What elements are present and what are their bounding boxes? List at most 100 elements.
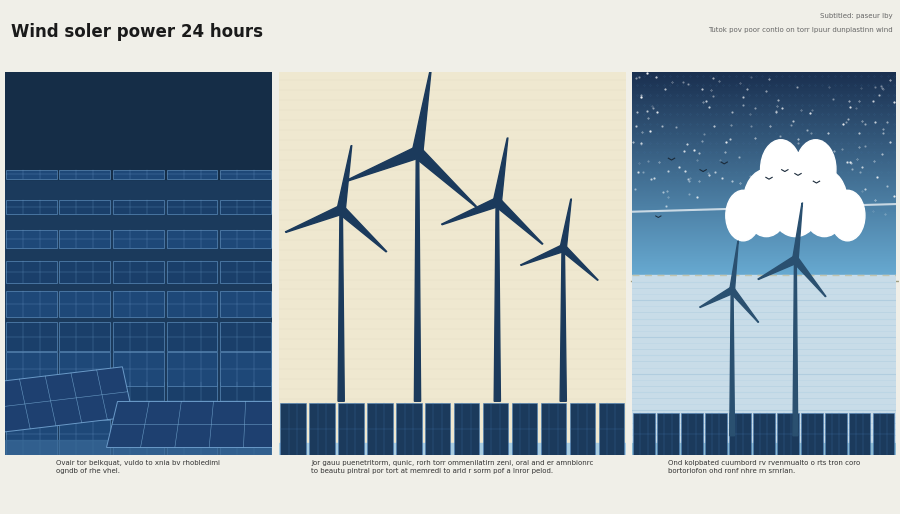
Polygon shape <box>113 291 164 317</box>
Circle shape <box>794 258 796 262</box>
Polygon shape <box>220 382 271 420</box>
Polygon shape <box>700 287 733 307</box>
Polygon shape <box>59 261 111 283</box>
Polygon shape <box>220 352 271 386</box>
Polygon shape <box>560 199 572 249</box>
Polygon shape <box>482 403 508 455</box>
Circle shape <box>760 140 801 199</box>
Text: Jor gauu puenetritorm, qunic, rorh torr ommenilatirn zeni, oral and er amnbionrc: Jor gauu puenetritorm, qunic, rorh torr … <box>311 460 593 474</box>
Polygon shape <box>793 203 803 260</box>
Polygon shape <box>166 352 218 386</box>
Polygon shape <box>5 170 57 179</box>
Polygon shape <box>113 230 164 248</box>
Polygon shape <box>681 413 703 455</box>
Polygon shape <box>106 401 278 447</box>
Text: Ovair tor belkquat, vuldo to xnia bv rhobledimi
ogndb of rhe vhel.: Ovair tor belkquat, vuldo to xnia bv rho… <box>57 460 220 474</box>
Polygon shape <box>5 200 57 214</box>
Polygon shape <box>824 413 847 455</box>
Polygon shape <box>777 413 798 455</box>
Polygon shape <box>0 367 133 432</box>
Polygon shape <box>521 245 564 265</box>
Polygon shape <box>5 382 57 420</box>
Polygon shape <box>442 198 499 225</box>
Bar <box>279 444 626 458</box>
Polygon shape <box>5 291 57 317</box>
Polygon shape <box>873 413 895 455</box>
Polygon shape <box>562 246 598 280</box>
Polygon shape <box>166 291 218 317</box>
Circle shape <box>767 152 824 236</box>
Text: Tutok pov poor contio on torr lpuur dunplastinn wind: Tutok pov poor contio on torr lpuur dunp… <box>708 27 893 33</box>
Polygon shape <box>166 200 218 214</box>
Polygon shape <box>5 413 57 455</box>
Polygon shape <box>310 403 335 455</box>
Circle shape <box>796 140 836 199</box>
Polygon shape <box>338 403 364 455</box>
Circle shape <box>801 169 848 236</box>
Polygon shape <box>59 170 111 179</box>
Polygon shape <box>705 413 727 455</box>
Polygon shape <box>285 206 343 232</box>
Polygon shape <box>5 322 57 352</box>
Polygon shape <box>166 413 218 455</box>
Polygon shape <box>338 210 345 401</box>
Polygon shape <box>495 199 543 244</box>
Polygon shape <box>220 261 271 283</box>
Polygon shape <box>59 413 111 455</box>
Polygon shape <box>412 69 431 153</box>
Polygon shape <box>752 413 775 455</box>
Polygon shape <box>59 200 111 214</box>
Polygon shape <box>220 322 271 352</box>
Polygon shape <box>281 403 306 455</box>
Polygon shape <box>59 382 111 420</box>
Polygon shape <box>5 352 57 386</box>
Bar <box>632 275 896 455</box>
Polygon shape <box>493 138 508 203</box>
Polygon shape <box>5 230 57 248</box>
Polygon shape <box>414 152 420 401</box>
Polygon shape <box>166 261 218 283</box>
Circle shape <box>416 150 419 155</box>
Polygon shape <box>633 413 655 455</box>
Polygon shape <box>414 148 476 207</box>
Polygon shape <box>113 322 164 352</box>
Polygon shape <box>59 322 111 352</box>
Circle shape <box>743 169 789 236</box>
Polygon shape <box>220 413 271 455</box>
Circle shape <box>830 190 865 241</box>
Polygon shape <box>59 230 111 248</box>
Polygon shape <box>5 261 57 283</box>
Polygon shape <box>220 200 271 214</box>
Polygon shape <box>113 200 164 214</box>
Text: Subtitled: paseur lby: Subtitled: paseur lby <box>820 13 893 19</box>
Bar <box>632 444 896 458</box>
Polygon shape <box>220 291 271 317</box>
Polygon shape <box>59 352 111 386</box>
Bar <box>4 72 273 179</box>
Polygon shape <box>570 403 595 455</box>
Circle shape <box>562 246 565 250</box>
Circle shape <box>725 190 760 241</box>
Polygon shape <box>729 413 751 455</box>
Polygon shape <box>113 352 164 386</box>
Polygon shape <box>220 230 271 248</box>
Polygon shape <box>113 261 164 283</box>
Circle shape <box>495 200 500 204</box>
Polygon shape <box>657 413 679 455</box>
Polygon shape <box>338 206 387 252</box>
Polygon shape <box>731 287 759 322</box>
Polygon shape <box>113 413 164 455</box>
Polygon shape <box>758 256 796 280</box>
Polygon shape <box>59 291 111 317</box>
Polygon shape <box>367 403 392 455</box>
Polygon shape <box>220 170 271 179</box>
Text: Ond kolpbated cuumbord rv rvenmualto o rts tron coro
bortoriofon ohd ronf nhre r: Ond kolpbated cuumbord rv rvenmualto o r… <box>668 460 859 474</box>
Polygon shape <box>801 413 823 455</box>
Polygon shape <box>166 382 218 420</box>
Polygon shape <box>494 202 500 401</box>
Text: Wind soler power 24 hours: Wind soler power 24 hours <box>11 23 263 41</box>
Polygon shape <box>113 170 164 179</box>
Circle shape <box>339 208 343 212</box>
Polygon shape <box>793 260 797 436</box>
Polygon shape <box>512 403 537 455</box>
